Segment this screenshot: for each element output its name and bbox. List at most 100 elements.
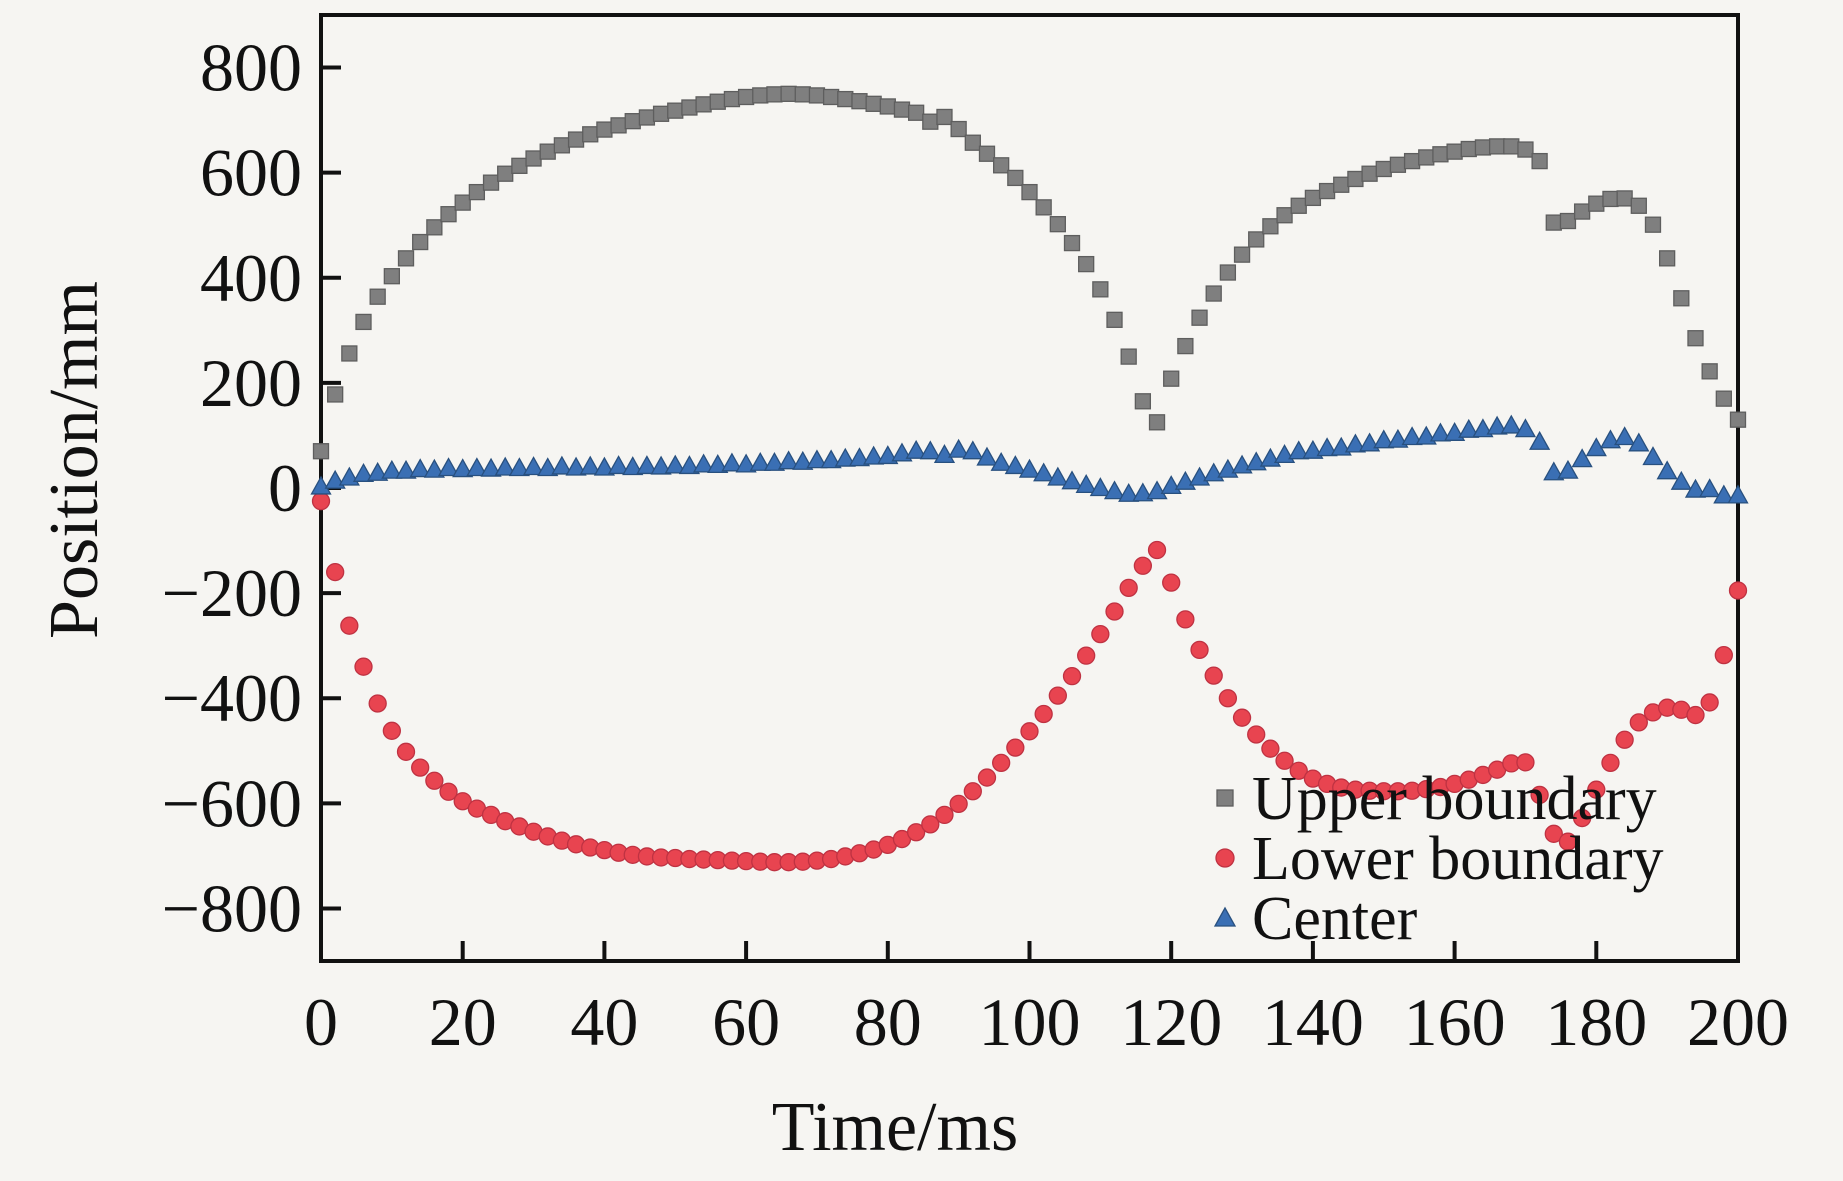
data-point [1075, 474, 1097, 493]
data-point [1387, 428, 1409, 448]
data-point [820, 449, 842, 469]
data-point [355, 313, 372, 331]
data-point [1219, 264, 1237, 281]
data-point [310, 475, 332, 495]
data-point [1218, 689, 1238, 708]
data-point [326, 562, 345, 582]
data-point [1616, 190, 1633, 207]
data-point [1573, 203, 1591, 220]
data-point [1047, 466, 1069, 486]
data-point [1162, 573, 1181, 592]
data-point [834, 447, 856, 467]
data-point [1316, 437, 1338, 457]
x-tick-label: 160 [1404, 984, 1506, 1060]
data-point [1500, 414, 1522, 434]
data-point [1007, 169, 1024, 187]
data-point [806, 449, 828, 469]
x-tick-label: 0 [304, 984, 338, 1060]
data-point [1559, 212, 1577, 230]
data-point [1486, 415, 1508, 435]
data-point [1458, 418, 1480, 438]
data-point [1261, 739, 1280, 758]
data-point [1460, 140, 1477, 158]
data-point [1629, 713, 1648, 732]
data-point [877, 445, 899, 465]
data-point [494, 456, 516, 476]
data-point [1347, 170, 1364, 188]
data-point [522, 456, 545, 476]
data-point [678, 455, 701, 475]
data-point [1048, 686, 1067, 705]
data-point [1587, 780, 1606, 799]
data-point [480, 457, 502, 477]
data-point [452, 458, 474, 478]
series-center [310, 414, 1749, 504]
data-point [1656, 460, 1678, 480]
data-point [1148, 414, 1166, 431]
data-point [950, 120, 967, 138]
data-point [468, 183, 486, 201]
y-tick-label: 800 [200, 30, 302, 106]
data-point [978, 145, 996, 162]
data-point [1118, 482, 1140, 502]
data-point [511, 157, 528, 174]
data-point [312, 443, 330, 460]
data-point [423, 458, 445, 478]
data-point [425, 771, 444, 790]
data-point [1588, 195, 1605, 212]
data-point [749, 451, 771, 471]
data-point [1344, 433, 1367, 453]
data-point [1630, 197, 1647, 214]
data-point [466, 457, 488, 477]
data-point [964, 134, 981, 151]
data-point [551, 455, 573, 475]
data-point [1557, 459, 1579, 479]
data-point [1727, 484, 1749, 504]
data-point [692, 453, 715, 473]
data-point [1233, 246, 1251, 263]
data-point [1006, 738, 1025, 757]
data-point [1516, 753, 1535, 772]
data-point [593, 456, 616, 476]
data-point [439, 782, 458, 801]
y-tick-label: −200 [162, 555, 302, 631]
data-point [1544, 824, 1563, 843]
data-point [848, 447, 871, 467]
data-point [1035, 199, 1052, 216]
data-point [905, 439, 927, 459]
data-point [1686, 705, 1705, 725]
data-point [1120, 348, 1137, 365]
data-point [977, 768, 997, 787]
x-tick-label: 140 [1262, 984, 1364, 1060]
data-point [891, 442, 913, 462]
data-point [1034, 704, 1053, 724]
data-point [709, 93, 726, 110]
data-point [963, 782, 982, 801]
data-point [607, 455, 630, 475]
data-point [1262, 218, 1279, 235]
legend-label: Lower boundary [1252, 825, 1663, 893]
data-point [921, 815, 940, 834]
x-tick-label: 60 [712, 984, 780, 1060]
series-lower-boundary [311, 491, 1748, 872]
data-point [1119, 578, 1138, 598]
data-point [1132, 482, 1154, 502]
data-point [794, 86, 811, 103]
data-point [1021, 183, 1038, 201]
chart-generated-layer: 0 20 40 60 80 100 120 140 160 180 200 800 600 400 200 0… [162, 13, 1789, 1060]
data-point [893, 101, 911, 118]
data-point [1529, 430, 1551, 450]
data-point [667, 102, 684, 119]
y-tick-label: 0 [268, 450, 302, 526]
data-point [1373, 429, 1395, 449]
data-point [1289, 761, 1308, 780]
data-point [1602, 190, 1619, 208]
y-tick-label: −600 [162, 765, 302, 841]
data-point [1530, 785, 1549, 805]
data-point [1176, 610, 1195, 629]
data-point [1134, 393, 1152, 410]
data-point [1163, 370, 1180, 387]
x-tick-label: 200 [1687, 984, 1789, 1060]
